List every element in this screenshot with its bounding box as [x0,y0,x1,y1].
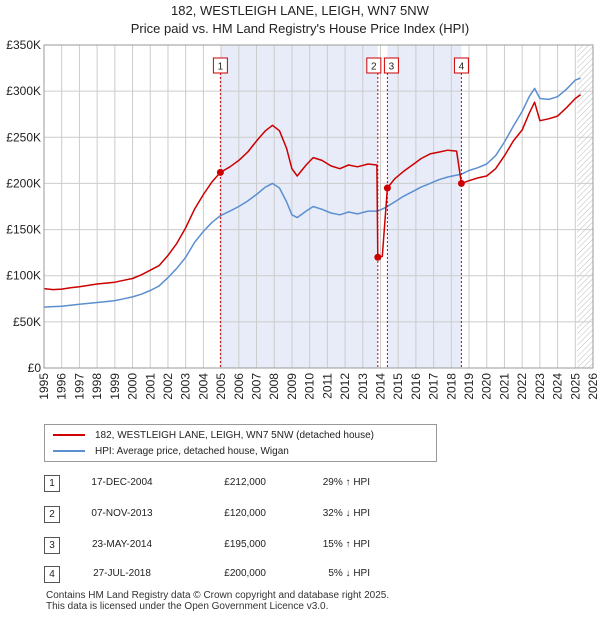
transaction-row: 2 07-NOV-2013 £120,000 32% ↓ HPI [0,506,600,524]
x-tick-label: 1998 [90,373,104,400]
sale-point [374,253,382,261]
x-tick-label: 2005 [214,373,228,400]
shade-layer [44,45,593,368]
legend-label-property: 182, WESTLEIGH LANE, LEIGH, WN7 5NW (det… [95,429,374,441]
x-tick-label: 2025 [568,373,582,400]
legend-item-property: 182, WESTLEIGH LANE, LEIGH, WN7 5NW (det… [53,427,374,443]
transaction-hpi-diff: 32% ↓ HPI [322,508,370,519]
y-tick-label: £150K [6,223,41,237]
x-tick-label: 2013 [356,373,370,400]
sale-point [457,179,465,187]
legend-item-hpi: HPI: Average price, detached house, Wiga… [53,443,289,459]
x-tick-label: 2012 [338,373,352,400]
sale-point [216,168,224,176]
x-tick-label: 1999 [108,373,122,400]
transaction-hpi-diff: 15% ↑ HPI [322,539,370,550]
y-tick-label: £300K [6,84,41,98]
x-tick-label: 2006 [232,373,246,400]
ownership-shade [220,45,378,368]
x-tick-label: 2014 [373,373,387,400]
sale-marker-label: 3 [389,62,395,73]
chart-subtitle: Price paid vs. HM Land Registry's House … [130,21,470,36]
grid-layer [43,44,594,369]
x-tick-label: 1996 [55,373,69,400]
x-tick-label: 2001 [143,373,157,400]
transaction-badge: 2 [44,506,60,523]
transaction-price: £195,000 [224,539,266,550]
x-tick-label: 2017 [427,373,441,400]
x-tick-label: 1995 [37,373,51,400]
y-tick-label: £100K [6,269,41,283]
x-tick-label: 2000 [126,373,140,400]
transaction-row: 3 23-MAY-2014 £195,000 15% ↑ HPI [0,537,600,555]
axis-layer: £0 £50K £100K £150K £200K £250K £300K £350K 1995… [6,38,600,400]
transaction-price: £200,000 [224,568,266,579]
transaction-row: 1 17-DEC-2004 £212,000 29% ↑ HPI [0,475,600,493]
x-tick-label: 2002 [161,373,175,400]
footer: Contains HM Land Registry data © Crown c… [46,590,389,612]
x-tick-label: 2003 [179,373,193,400]
x-tick-label: 2011 [320,373,334,399]
price-chart: 1 2 3 4 £0 £50K £100K £150K £200K £250K £300K £350… [6,38,600,400]
x-tick-label: 2009 [285,373,299,400]
transaction-date: 17-DEC-2004 [91,477,153,488]
y-tick-label: £250K [6,130,41,144]
plot-frame [43,44,594,369]
legend: 182, WESTLEIGH LANE, LEIGH, WN7 5NW (det… [44,424,437,462]
transaction-badge: 3 [44,537,60,554]
transaction-price: £212,000 [224,477,266,488]
transaction-row: 4 27-JUL-2018 £200,000 5% ↓ HPI [0,566,600,584]
x-tick-label: 2022 [515,373,529,400]
sale-marker-box [453,57,469,74]
sale-marker-label: 1 [218,62,224,73]
x-tick-label: 2016 [409,373,423,400]
x-tick-label: 2008 [267,373,281,400]
x-tick-label: 1997 [72,373,86,400]
footer-line-1: Contains HM Land Registry data © Crown c… [46,590,390,601]
sale-marker-box [383,57,399,74]
x-tick-label: 2020 [480,373,494,400]
y-tick-label: £0 [28,361,42,375]
x-tick-label: 2015 [391,373,405,400]
sale-marker-box [212,57,228,74]
x-tick-label: 2018 [444,373,458,400]
transaction-date: 27-JUL-2018 [93,568,151,579]
transaction-hpi-diff: 29% ↑ HPI [322,477,370,488]
series-layer [44,77,582,308]
forecast-hatch [577,45,593,368]
marker-layer: 1 2 3 4 [212,57,469,368]
sale-point [383,184,391,192]
x-tick-label: 2004 [196,373,210,400]
transaction-date: 23-MAY-2014 [91,539,153,550]
y-tick-label: £50K [13,315,41,329]
legend-label-hpi: HPI: Average price, detached house, Wiga… [95,445,289,457]
property-series-line [44,94,582,291]
transaction-badge: 1 [44,475,60,492]
y-tick-label: £200K [6,176,41,190]
y-tick-label: £350K [6,38,41,52]
transaction-date: 07-NOV-2013 [91,508,153,519]
legend-line-hpi [53,450,85,452]
x-tick-label: 2007 [250,373,264,400]
transaction-hpi-diff: 5% ↓ HPI [328,568,370,579]
sale-marker-label: 2 [371,62,377,73]
legend-line-property [53,434,85,436]
transaction-price: £120,000 [224,508,266,519]
transaction-badge: 4 [44,566,60,583]
x-tick-label: 2026 [586,373,600,400]
x-tick-label: 2019 [462,373,476,400]
hpi-series-line [44,77,581,308]
x-tick-label: 2021 [497,373,511,400]
chart-title: 182, WESTLEIGH LANE, LEIGH, WN7 5NW [171,3,429,18]
x-tick-label: 2023 [533,373,547,400]
ownership-shade [387,45,462,368]
sale-marker-box [366,57,382,74]
x-tick-label: 2010 [303,373,317,400]
footer-line-2: This data is licensed under the Open Gov… [46,601,329,612]
sale-marker-label: 4 [459,62,465,73]
x-tick-label: 2024 [551,373,565,400]
